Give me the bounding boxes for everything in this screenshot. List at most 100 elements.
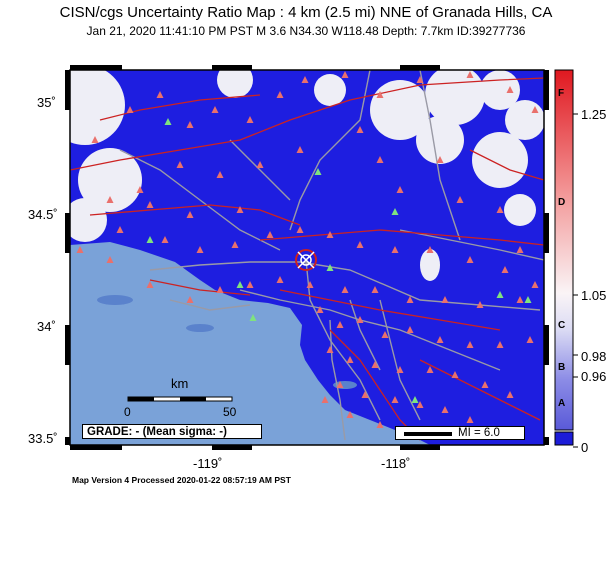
mi-label: MI = 6.0	[458, 427, 500, 439]
road-line	[169, 299, 251, 311]
seismic-station	[146, 281, 154, 288]
seismic-station	[371, 286, 379, 293]
road-line	[149, 261, 541, 311]
seismic-station	[321, 396, 329, 403]
seismic-station	[451, 371, 459, 378]
seismic-station	[186, 211, 194, 218]
seismic-station	[436, 156, 444, 163]
lon-label-118: -118˚	[381, 456, 411, 471]
fault-line	[279, 289, 501, 331]
scale-start: 0	[124, 405, 131, 419]
seismic-station	[506, 391, 514, 398]
island	[97, 295, 133, 305]
seismic-station	[496, 206, 504, 213]
epicenter-marker	[295, 249, 317, 271]
fault-line	[70, 77, 544, 171]
seismic-station	[256, 161, 264, 168]
scale-end: 50	[223, 405, 237, 419]
road-line	[289, 70, 371, 231]
seismic-station	[341, 71, 349, 78]
colorbar-tick-0: 0	[581, 440, 589, 455]
seismic-station	[106, 256, 114, 263]
fault-line	[469, 149, 544, 181]
road-line	[349, 299, 381, 371]
seismic-station	[266, 231, 274, 238]
lon-label-119: -119˚	[193, 456, 223, 471]
road-line	[379, 299, 421, 421]
ocean	[70, 242, 430, 445]
map-footer: Map Version 4 Processed 2020-01-22 08:57…	[72, 475, 291, 485]
lat-label-33-5: 33.5˚	[28, 431, 58, 446]
seismic-station	[416, 76, 424, 83]
colorbar-tick-0-96: 0.96	[581, 369, 607, 384]
seismic-station	[196, 246, 204, 253]
seismic-station	[306, 281, 314, 288]
road-line	[329, 319, 346, 441]
road-line	[419, 70, 461, 241]
seismic-station	[176, 161, 184, 168]
frame-ticks	[65, 65, 549, 450]
colorbar-tick-1-25: 1.25	[581, 107, 607, 122]
lat-label-34: 34˚	[37, 319, 56, 334]
seismic-station	[406, 296, 414, 303]
map-area	[70, 70, 544, 445]
seismic-station-alt	[391, 208, 399, 215]
grade-letter-f: F	[558, 88, 565, 99]
seismic-station	[526, 336, 534, 343]
seismic-station	[416, 401, 424, 408]
seismic-station	[496, 341, 504, 348]
seismic-station-alt	[164, 118, 172, 125]
seismic-station	[501, 266, 509, 273]
grade-box: GRADE: - (Mean sigma: -)	[82, 424, 262, 439]
seismic-station	[396, 186, 404, 193]
grade-letter-a: A	[558, 398, 566, 409]
seismic-station	[456, 196, 464, 203]
fault-line	[89, 204, 301, 226]
seismic-station	[381, 331, 389, 338]
road-line	[119, 149, 281, 251]
seismic-station	[216, 286, 224, 293]
seismic-station	[441, 406, 449, 413]
grade-letter-c: C	[558, 320, 566, 331]
seismic-station	[186, 296, 194, 303]
seismic-station	[466, 341, 474, 348]
seismic-station	[356, 241, 364, 248]
island	[186, 324, 214, 332]
seismic-station	[126, 106, 134, 113]
road-line	[399, 229, 544, 261]
map-title: CISN/cgs Uncertainty Ratio Map : 4 km (2…	[59, 4, 553, 21]
seismic-station	[466, 416, 474, 423]
seismic-station	[531, 281, 539, 288]
seismic-station-alt	[249, 314, 257, 321]
colorbar-tick-1-05: 1.05	[581, 288, 607, 303]
scale-bar	[127, 396, 233, 402]
seismic-station-alt	[236, 281, 244, 288]
seismic-station	[341, 286, 349, 293]
seismic-station	[231, 241, 239, 248]
seismic-station	[376, 156, 384, 163]
colorbar-tick-0-98: 0.98	[581, 349, 607, 364]
seismic-station	[466, 256, 474, 263]
road-line	[229, 139, 291, 201]
seismic-station	[436, 336, 444, 343]
seismic-station	[296, 226, 304, 233]
uncertainty-blobs	[70, 70, 544, 281]
seismic-station	[91, 136, 99, 143]
seismic-station	[516, 246, 524, 253]
seismic-station	[441, 296, 449, 303]
seismic-station	[76, 246, 84, 253]
seismic-station	[186, 121, 194, 128]
seismic-station	[376, 421, 384, 428]
seismic-station	[426, 246, 434, 253]
seismic-station	[106, 196, 114, 203]
seismic-station	[326, 231, 334, 238]
lat-label-34-5: 34.5˚	[28, 207, 58, 222]
seismic-station-alt	[326, 264, 334, 271]
seismic-station	[361, 391, 369, 398]
roads	[119, 70, 544, 441]
seismic-station	[506, 86, 514, 93]
seismic-station-alt	[524, 296, 532, 303]
seismic-station	[326, 346, 334, 353]
seismic-station	[246, 116, 254, 123]
